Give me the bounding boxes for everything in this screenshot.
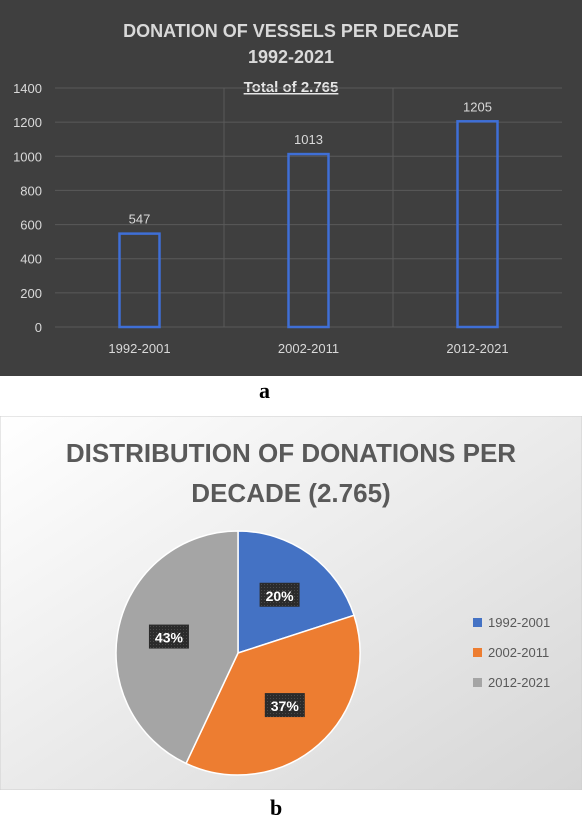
pie-chart-data-labels: 20% 37% 43% bbox=[148, 582, 305, 718]
bar bbox=[456, 120, 499, 329]
y-tick-label: 1200 bbox=[13, 115, 42, 130]
legend-swatch bbox=[473, 618, 482, 627]
pie-chart-slices bbox=[115, 530, 361, 776]
legend-label: 2002-2011 bbox=[488, 645, 549, 660]
y-tick-label: 600 bbox=[20, 218, 42, 233]
pie-chart-title-line-1: DISTRIBUTION OF DONATIONS PER bbox=[66, 438, 516, 468]
bar-chart-background bbox=[0, 0, 582, 376]
pie-data-label-box bbox=[259, 582, 300, 607]
x-tick-label: 2002-2011 bbox=[278, 341, 339, 356]
pie-data-label-text: 20% bbox=[266, 588, 295, 604]
bar-data-label: 1205 bbox=[463, 99, 492, 114]
y-tick-label: 1000 bbox=[13, 149, 42, 164]
panel-label-b: b bbox=[270, 795, 283, 820]
bar-chart-subtitle: 1992-2021 bbox=[248, 47, 334, 67]
bar-data-label: 547 bbox=[129, 212, 151, 227]
pie-chart-title-line-2: DECADE (2.765) bbox=[191, 478, 390, 508]
pie-data-label: 20% bbox=[259, 582, 300, 607]
pie-data-label-text: 43% bbox=[155, 630, 184, 646]
pie-data-label: 37% bbox=[264, 693, 305, 718]
y-tick-label: 200 bbox=[20, 286, 42, 301]
pie-chart: DISTRIBUTION OF DONATIONS PER DECADE (2.… bbox=[0, 415, 582, 791]
bar bbox=[287, 152, 330, 329]
bar-chart: DONATION OF VESSELS PER DECADE 1992-2021… bbox=[0, 0, 582, 376]
bar-chart-panel: DONATION OF VESSELS PER DECADE 1992-2021… bbox=[0, 0, 582, 376]
y-tick-label: 0 bbox=[35, 320, 42, 335]
legend-swatch bbox=[473, 648, 482, 657]
pie-chart-panel: DISTRIBUTION OF DONATIONS PER DECADE (2.… bbox=[0, 415, 582, 791]
pie-data-label-text: 37% bbox=[271, 698, 300, 714]
pie-data-label-box bbox=[148, 624, 189, 649]
legend-entry: 2012-2021 bbox=[473, 675, 550, 690]
y-tick-label: 400 bbox=[20, 252, 42, 267]
pie-data-label: 43% bbox=[148, 624, 189, 649]
x-tick-label: 1992-2001 bbox=[108, 341, 170, 356]
bar-data-label: 1013 bbox=[294, 132, 323, 147]
legend-label: 1992-2001 bbox=[488, 615, 550, 630]
legend-swatch bbox=[473, 678, 482, 687]
bar bbox=[118, 232, 161, 329]
y-tick-label: 1400 bbox=[13, 81, 42, 96]
pie-chart-legend: 1992-2001 2002-2011 2012-2021 bbox=[473, 615, 550, 690]
legend-label: 2012-2021 bbox=[488, 675, 550, 690]
legend-entry: 2002-2011 bbox=[473, 645, 549, 660]
panel-label-a: a bbox=[259, 378, 270, 403]
legend-entry: 1992-2001 bbox=[473, 615, 550, 630]
bar-chart-y-axis: 0 200 400 600 800 1000 1200 1400 bbox=[13, 81, 42, 335]
y-tick-label: 800 bbox=[20, 183, 42, 198]
pie-data-label-box bbox=[264, 693, 305, 718]
bar-chart-bars: 547 1013 1205 bbox=[118, 99, 499, 329]
bar-chart-title: DONATION OF VESSELS PER DECADE bbox=[123, 21, 459, 41]
x-tick-label: 2012-2021 bbox=[446, 341, 508, 356]
bar-chart-x-axis: 1992-2001 2002-2011 2012-2021 bbox=[108, 341, 508, 356]
